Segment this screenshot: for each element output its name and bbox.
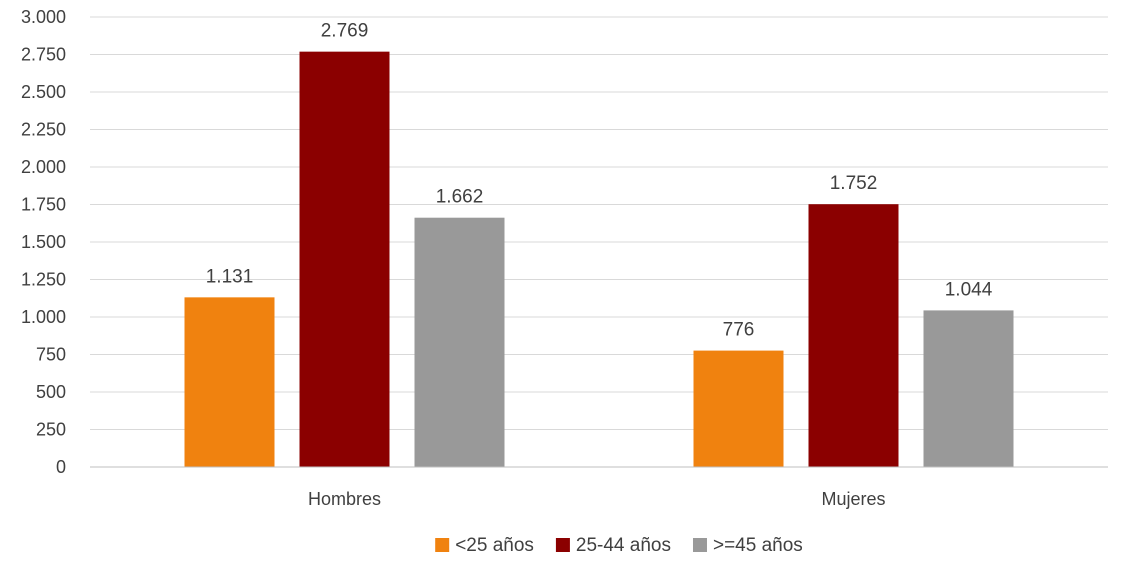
y-tick-label: 250: [36, 420, 66, 440]
data-label: 1.662: [436, 187, 484, 208]
legend-swatch: [692, 538, 707, 552]
category-label: Hombres: [308, 489, 381, 509]
y-tick-label: 3.000: [21, 7, 66, 27]
y-tick-label: 2.750: [21, 45, 66, 65]
bar: [693, 350, 784, 467]
data-label: 776: [723, 320, 755, 341]
x-axis: Hombres Mujeres: [90, 466, 1108, 509]
legend-swatch: [555, 538, 570, 552]
y-tick-label: 1.250: [21, 270, 66, 290]
legend-label: >=45 años: [713, 535, 803, 556]
legend-swatch: [435, 538, 450, 552]
bars: [184, 51, 1014, 468]
bar: [808, 204, 899, 467]
data-label: 1.131: [206, 266, 254, 287]
legend-label: <25 años: [455, 535, 534, 556]
y-tick-label: 1.000: [21, 307, 66, 327]
data-label: 2.769: [321, 21, 369, 42]
y-axis: 0 250 500 750 1.000 1.250 1.500 1.750 2.000 2.250…: [21, 7, 66, 477]
legend-label: 25-44 años: [576, 535, 671, 556]
category-label: Mujeres: [821, 489, 885, 509]
y-tick-label: 2.250: [21, 120, 66, 140]
y-tick-label: 2.000: [21, 157, 66, 177]
legend: <25 años 25-44 años >=45 años: [435, 535, 803, 556]
y-tick-label: 1.750: [21, 195, 66, 215]
bar: [184, 297, 275, 467]
y-tick-label: 500: [36, 382, 66, 402]
data-label: 1.752: [830, 173, 878, 194]
bar: [414, 217, 505, 467]
data-labels: 1.131 2.769 1.662 776 1.752 1.044: [206, 21, 993, 341]
bar: [923, 310, 1014, 467]
y-tick-label: 750: [36, 345, 66, 365]
bar: [299, 51, 390, 468]
data-label: 1.044: [945, 279, 993, 300]
y-tick-label: 1.500: [21, 232, 66, 252]
y-tick-label: 2.500: [21, 82, 66, 102]
y-tick-label: 0: [56, 457, 66, 477]
